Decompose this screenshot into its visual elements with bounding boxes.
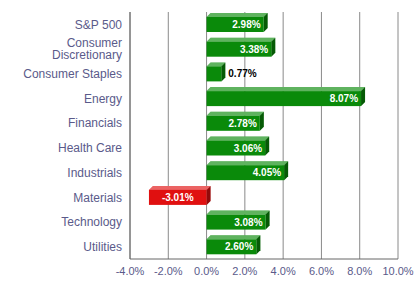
- svg-text:4.05%: 4.05%: [253, 167, 281, 178]
- svg-text:0.77%: 0.77%: [228, 68, 256, 79]
- svg-text:8.07%: 8.07%: [330, 93, 358, 104]
- svg-text:3.08%: 3.08%: [234, 217, 262, 228]
- svg-text:-2.0%: -2.0%: [154, 265, 183, 277]
- svg-text:2.0%: 2.0%: [232, 265, 257, 277]
- svg-text:3.38%: 3.38%: [240, 44, 268, 55]
- svg-text:Consumer Staples: Consumer Staples: [23, 67, 122, 81]
- svg-text:Utilities: Utilities: [83, 240, 122, 254]
- svg-text:S&P 500: S&P 500: [75, 18, 122, 32]
- svg-text:10.0%: 10.0%: [382, 265, 412, 277]
- svg-text:6.0%: 6.0%: [309, 265, 334, 277]
- svg-text:2.60%: 2.60%: [225, 241, 253, 252]
- svg-text:0.0%: 0.0%: [194, 265, 219, 277]
- svg-text:Financials: Financials: [68, 116, 122, 130]
- svg-text:Materials: Materials: [73, 191, 122, 205]
- svg-text:2.98%: 2.98%: [232, 19, 260, 30]
- svg-text:Energy: Energy: [84, 92, 122, 106]
- svg-text:Technology: Technology: [61, 215, 122, 229]
- svg-text:Industrials: Industrials: [67, 166, 122, 180]
- svg-text:-3.01%: -3.01%: [162, 192, 194, 203]
- svg-text:2.78%: 2.78%: [228, 118, 256, 129]
- svg-text:ConsumerDiscretionary: ConsumerDiscretionary: [52, 36, 122, 62]
- svg-text:8.0%: 8.0%: [347, 265, 372, 277]
- svg-text:-4.0%: -4.0%: [116, 265, 145, 277]
- svg-text:Health Care: Health Care: [58, 141, 122, 155]
- svg-text:4.0%: 4.0%: [271, 265, 296, 277]
- svg-text:3.06%: 3.06%: [234, 143, 262, 154]
